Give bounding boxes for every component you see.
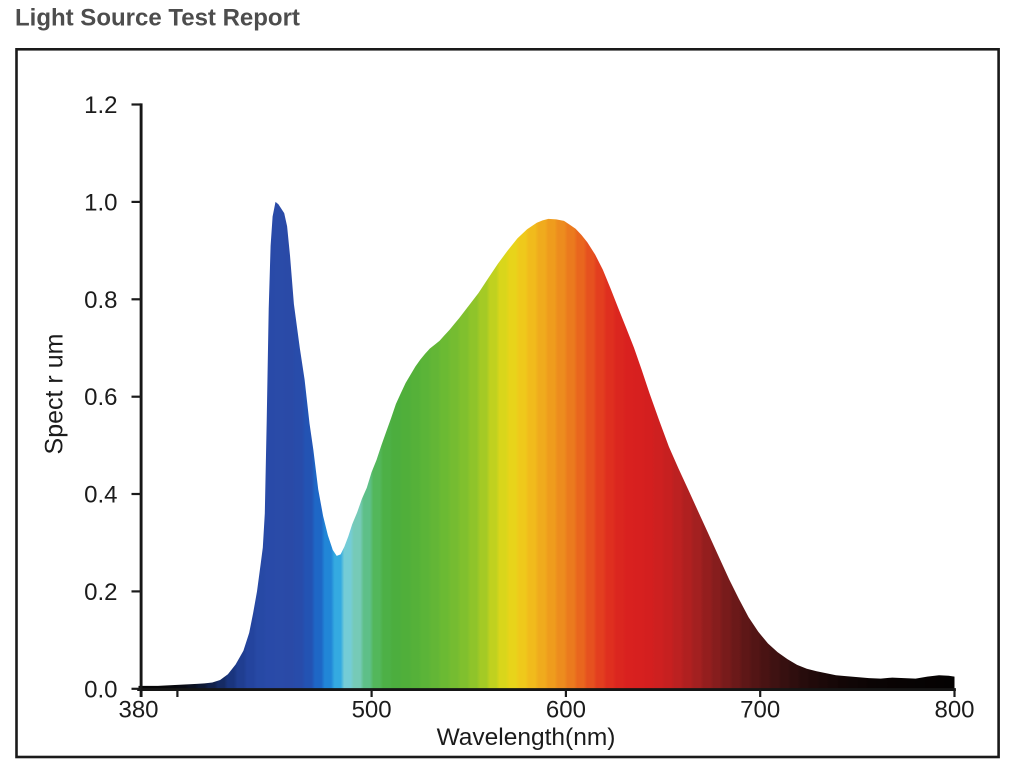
svg-text:380: 380 [118,697,158,724]
svg-text:Light Source Test Report: Light Source Test Report [15,5,300,32]
svg-text:600: 600 [546,697,586,724]
svg-text:1.2: 1.2 [84,92,117,119]
svg-text:Wavelength(nm): Wavelength(nm) [437,724,616,751]
svg-text:500: 500 [352,697,392,724]
svg-text:0.0: 0.0 [84,676,117,703]
svg-text:0.4: 0.4 [84,482,117,509]
svg-text:1.0: 1.0 [84,189,117,216]
svg-text:0.2: 0.2 [84,579,117,606]
svg-text:0.6: 0.6 [84,384,117,411]
svg-text:0.8: 0.8 [84,287,117,314]
svg-text:Spect r um: Spect r um [41,334,69,455]
svg-text:700: 700 [740,697,780,724]
svg-text:800: 800 [934,697,974,724]
